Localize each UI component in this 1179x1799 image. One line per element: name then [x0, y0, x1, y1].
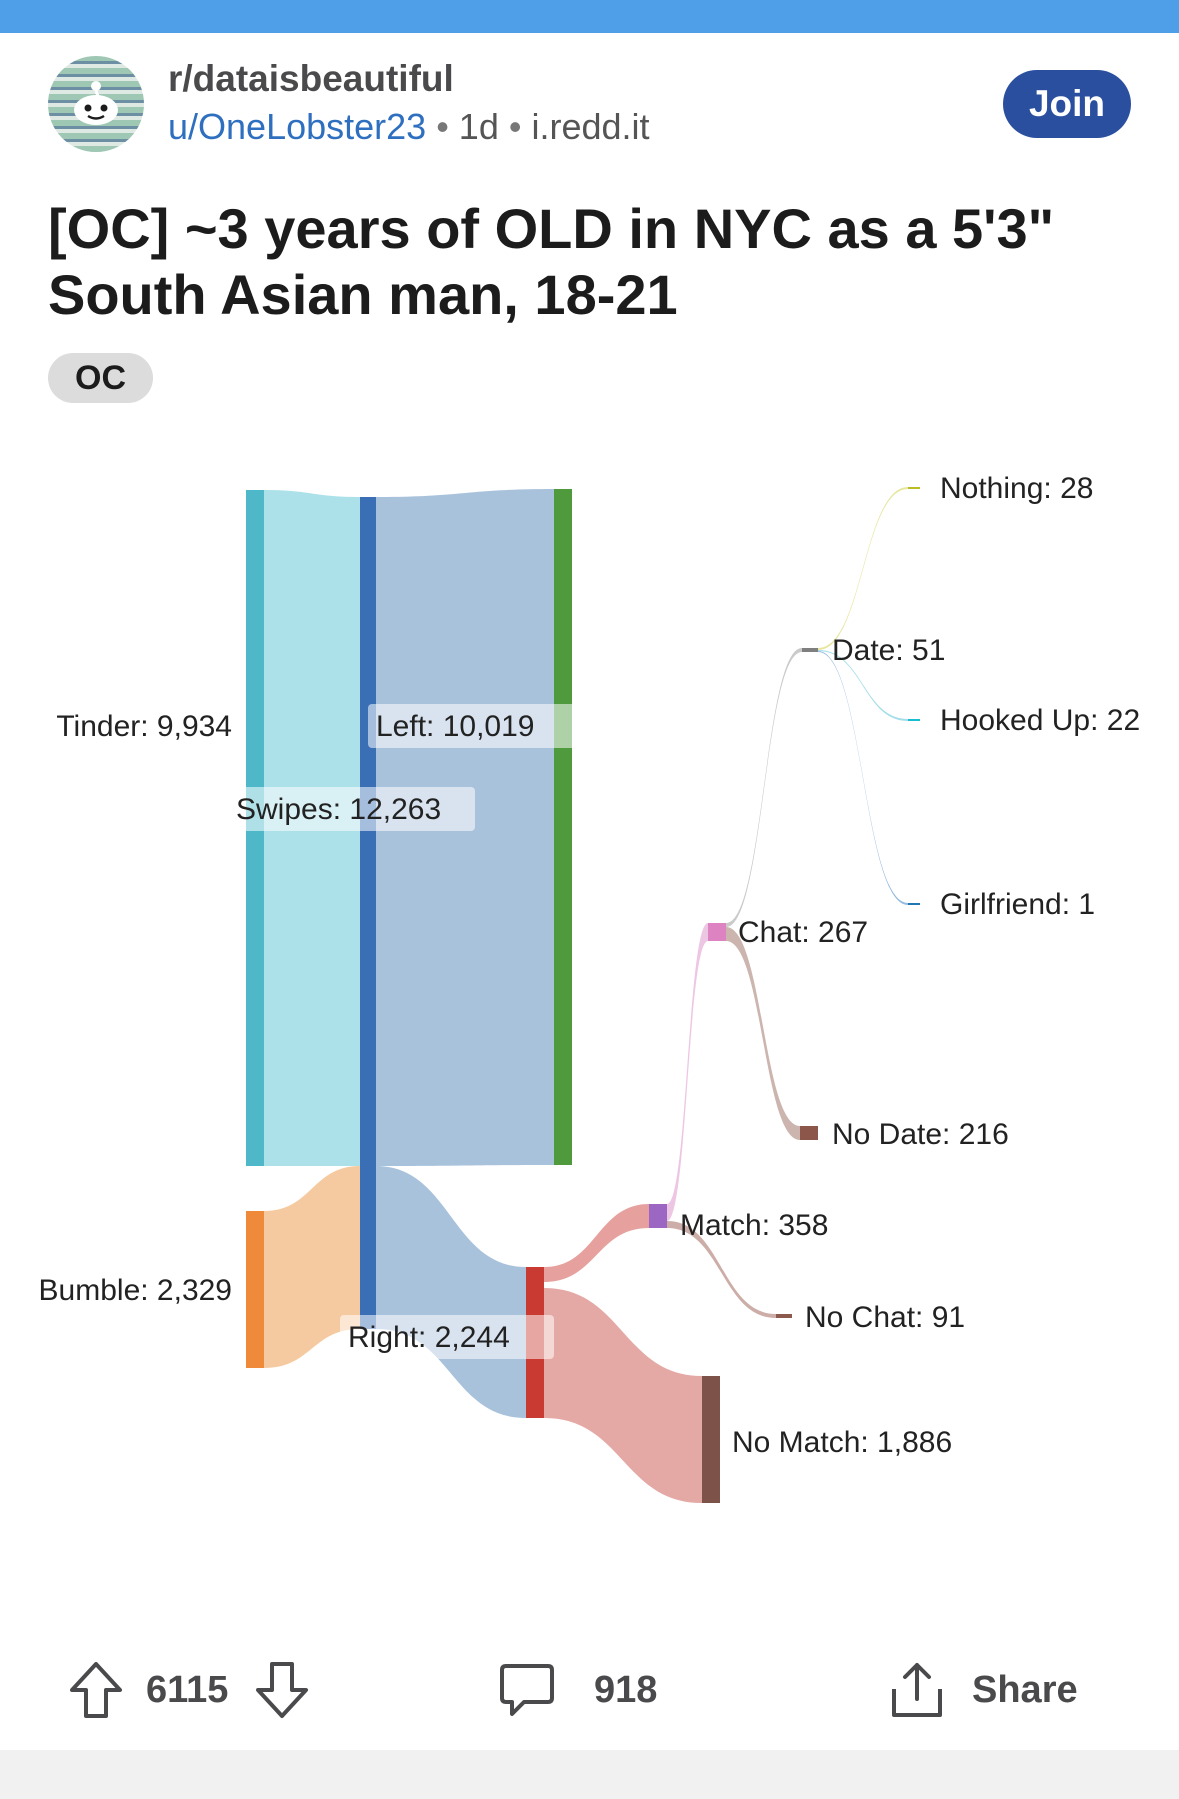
link-right-to-nomatch[interactable] — [544, 1288, 702, 1503]
label-right: Right: 2,244 — [348, 1321, 510, 1354]
upvote-icon[interactable] — [68, 1660, 124, 1720]
meta-separator: • — [436, 106, 449, 147]
label-nochat: No Chat: 91 — [805, 1301, 965, 1334]
label-nomatch: No Match: 1,886 — [732, 1426, 952, 1459]
node-chat[interactable] — [708, 923, 726, 941]
share-button[interactable]: Share — [888, 1650, 1078, 1730]
post-age: 1d — [458, 106, 499, 147]
link-chat-to-nodate[interactable] — [726, 927, 800, 1140]
node-hookedup[interactable] — [908, 719, 920, 721]
meta-separator: • — [508, 106, 522, 147]
node-nochat[interactable] — [776, 1314, 792, 1318]
post-meta: u/OneLobster23 • 1d • i.redd.it — [168, 106, 650, 148]
label-nodate: No Date: 216 — [832, 1118, 1009, 1151]
subreddit-avatar[interactable] — [48, 56, 144, 152]
link-right-to-match[interactable] — [544, 1204, 649, 1282]
sankey-chart[interactable]: Tinder: 9,934 Bumble: 2,329 Swipes: 12,263… — [0, 430, 1179, 1560]
link-date-to-hookedup[interactable] — [818, 650, 908, 721]
top-status-bar — [0, 0, 1179, 33]
label-nothing: Nothing: 28 — [940, 472, 1093, 505]
link-bumble-to-swipes[interactable] — [264, 1166, 360, 1368]
comment-icon — [500, 1664, 554, 1716]
label-bg-left — [368, 704, 582, 748]
label-bumble: Bumble: 2,329 — [39, 1274, 232, 1307]
comment-count: 918 — [594, 1668, 658, 1711]
comments-button[interactable]: 918 — [498, 1650, 657, 1730]
node-nothing[interactable] — [908, 487, 920, 489]
label-tinder: Tinder: 9,934 — [56, 710, 232, 743]
label-date: Date: 51 — [832, 634, 945, 667]
reddit-snoo-icon — [74, 81, 118, 125]
link-match-to-chat[interactable] — [667, 923, 708, 1221]
label-left: Left: 10,019 — [376, 710, 534, 743]
upvote-count: 6115 — [146, 1668, 229, 1711]
node-nodate[interactable] — [800, 1126, 818, 1140]
post-header: r/dataisbeautiful u/OneLobster23 • 1d • i.re… — [48, 56, 1138, 156]
label-bg-swipes — [228, 787, 475, 831]
subreddit-name[interactable]: r/dataisbeautiful — [168, 58, 454, 99]
node-bumble[interactable] — [246, 1211, 264, 1368]
link-swipes-to-right[interactable] — [376, 1166, 526, 1418]
post-flair: OC — [48, 353, 153, 403]
link-match-to-nochat[interactable] — [667, 1221, 776, 1318]
label-match: Match: 358 — [680, 1209, 828, 1242]
label-bg-right — [340, 1315, 554, 1359]
label-hookedup: Hooked Up: 22 — [940, 704, 1140, 737]
author-link[interactable]: u/OneLobster23 — [168, 106, 427, 147]
share-icon — [892, 1663, 942, 1717]
post-actions-bar: 6115 918 Share — [0, 1650, 1179, 1730]
link-date-to-nothing[interactable] — [818, 487, 908, 650]
post-domain[interactable]: i.redd.it — [531, 106, 650, 147]
link-date-to-girlfriend[interactable] — [818, 651, 908, 905]
node-match[interactable] — [649, 1204, 667, 1228]
join-button[interactable]: Join — [1003, 70, 1131, 138]
node-girlfriend[interactable] — [908, 903, 920, 905]
node-date[interactable] — [802, 648, 818, 652]
post-title[interactable]: [OC] ~3 years of OLD in NYC as a 5'3" So… — [48, 197, 1055, 326]
label-swipes: Swipes: 12,263 — [236, 793, 441, 826]
vote-group: 6115 — [68, 1650, 310, 1730]
label-chat: Chat: 267 — [738, 916, 868, 949]
label-girlfriend: Girlfriend: 1 — [940, 888, 1095, 921]
node-nomatch[interactable] — [702, 1376, 720, 1503]
downvote-icon[interactable] — [254, 1660, 310, 1720]
feed-separator — [0, 1750, 1179, 1799]
link-chat-to-date[interactable] — [726, 648, 802, 927]
share-label: Share — [972, 1668, 1078, 1711]
node-swipes[interactable] — [360, 497, 376, 1329]
node-left[interactable] — [554, 489, 572, 1165]
